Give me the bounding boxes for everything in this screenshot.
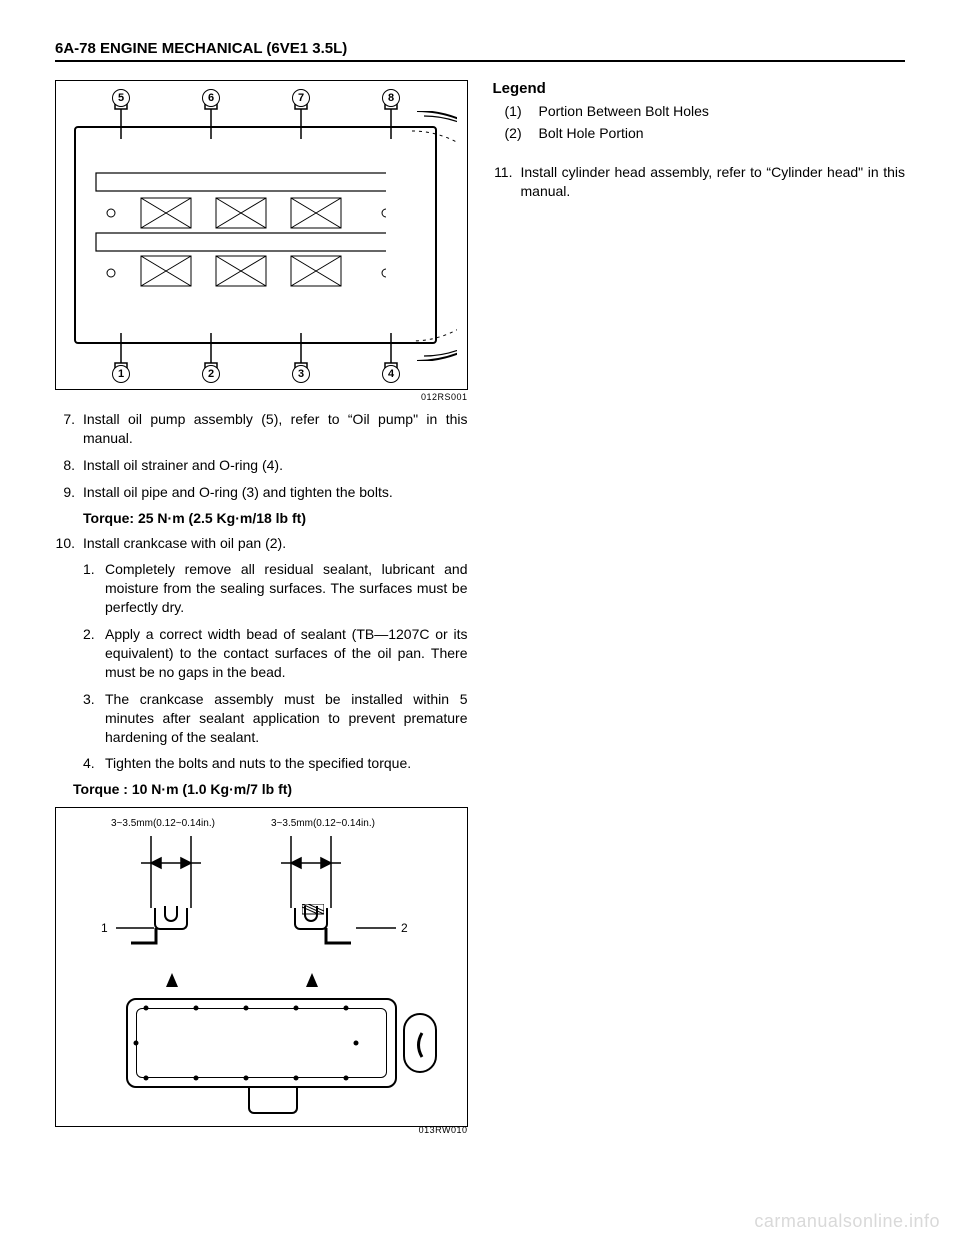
sub4-text: Tighten the bolts and nuts to the specif… <box>105 754 468 773</box>
callout-3: 3 <box>292 365 310 383</box>
legend-1-text: Portion Between Bolt Holes <box>539 103 709 119</box>
torque-1: Torque: 25 N·m (2.5 Kg·m/18 lb ft) <box>83 510 468 526</box>
page-header: 6A-78 ENGINE MECHANICAL (6VE1 3.5L) <box>55 40 905 62</box>
torque-2: Torque : 10 N·m (1.0 Kg·m/7 lb ft) <box>73 781 468 797</box>
sub1-text: Completely remove all residual sealant, … <box>105 560 468 617</box>
figure-engine-block: 5 6 7 8 1 2 3 4 <box>55 80 468 390</box>
step11-text: Install cylinder head assembly, refer to… <box>521 163 906 201</box>
right-column: Legend (1) Portion Between Bolt Holes (2… <box>493 80 906 1135</box>
legend-1-num: (1) <box>505 103 539 119</box>
arrow-up-2-icon <box>306 973 318 987</box>
callout-1: 1 <box>112 365 130 383</box>
bolt-diagram-icon <box>56 81 467 389</box>
sub3-text: The crankcase assembly must be installed… <box>105 690 468 747</box>
oil-pan-icon <box>126 998 397 1088</box>
step8-text: Install oil strainer and O-ring (4). <box>83 456 468 475</box>
sub2-text: Apply a correct width bead of sealant (T… <box>105 625 468 682</box>
callout-8: 8 <box>382 89 400 107</box>
side-view-icon <box>403 1013 437 1073</box>
step9-text: Install oil pipe and O-ring (3) and tigh… <box>83 483 468 502</box>
callout-5: 5 <box>112 89 130 107</box>
figure1-ref: 012RS001 <box>55 392 468 402</box>
groove-1-icon <box>154 908 188 930</box>
left-column: 5 6 7 8 1 2 3 4 012RS001 7.Install oil p… <box>55 80 468 1135</box>
legend-2-text: Bolt Hole Portion <box>539 125 644 141</box>
callout-2: 2 <box>202 365 220 383</box>
callout-4: 4 <box>382 365 400 383</box>
arrow-up-1-icon <box>166 973 178 987</box>
step7-text: Install oil pump assembly (5), refer to … <box>83 410 468 448</box>
label-1: 1 <box>101 921 108 935</box>
step7-num: 7. <box>55 410 83 448</box>
callout-7: 7 <box>292 89 310 107</box>
sub4-num: 4. <box>83 754 105 773</box>
callout-6: 6 <box>202 89 220 107</box>
step11-num: 11. <box>493 163 521 201</box>
label-2: 2 <box>401 921 408 935</box>
step10-num: 10. <box>55 534 83 553</box>
legend-2-num: (2) <box>505 125 539 141</box>
groove-2-icon <box>294 908 328 930</box>
watermark: carmanualsonline.info <box>754 1211 940 1232</box>
sub2-num: 2. <box>83 625 105 682</box>
step9-num: 9. <box>55 483 83 502</box>
legend-title: Legend <box>493 80 906 97</box>
sub1-num: 1. <box>83 560 105 617</box>
step8-num: 8. <box>55 456 83 475</box>
sub3-num: 3. <box>83 690 105 747</box>
figure-sealant: 3~3.5mm(0.12~0.14in.) 3~3.5mm(0.12~0.14i… <box>55 807 468 1127</box>
step10-text: Install crankcase with oil pan (2). <box>83 534 468 553</box>
